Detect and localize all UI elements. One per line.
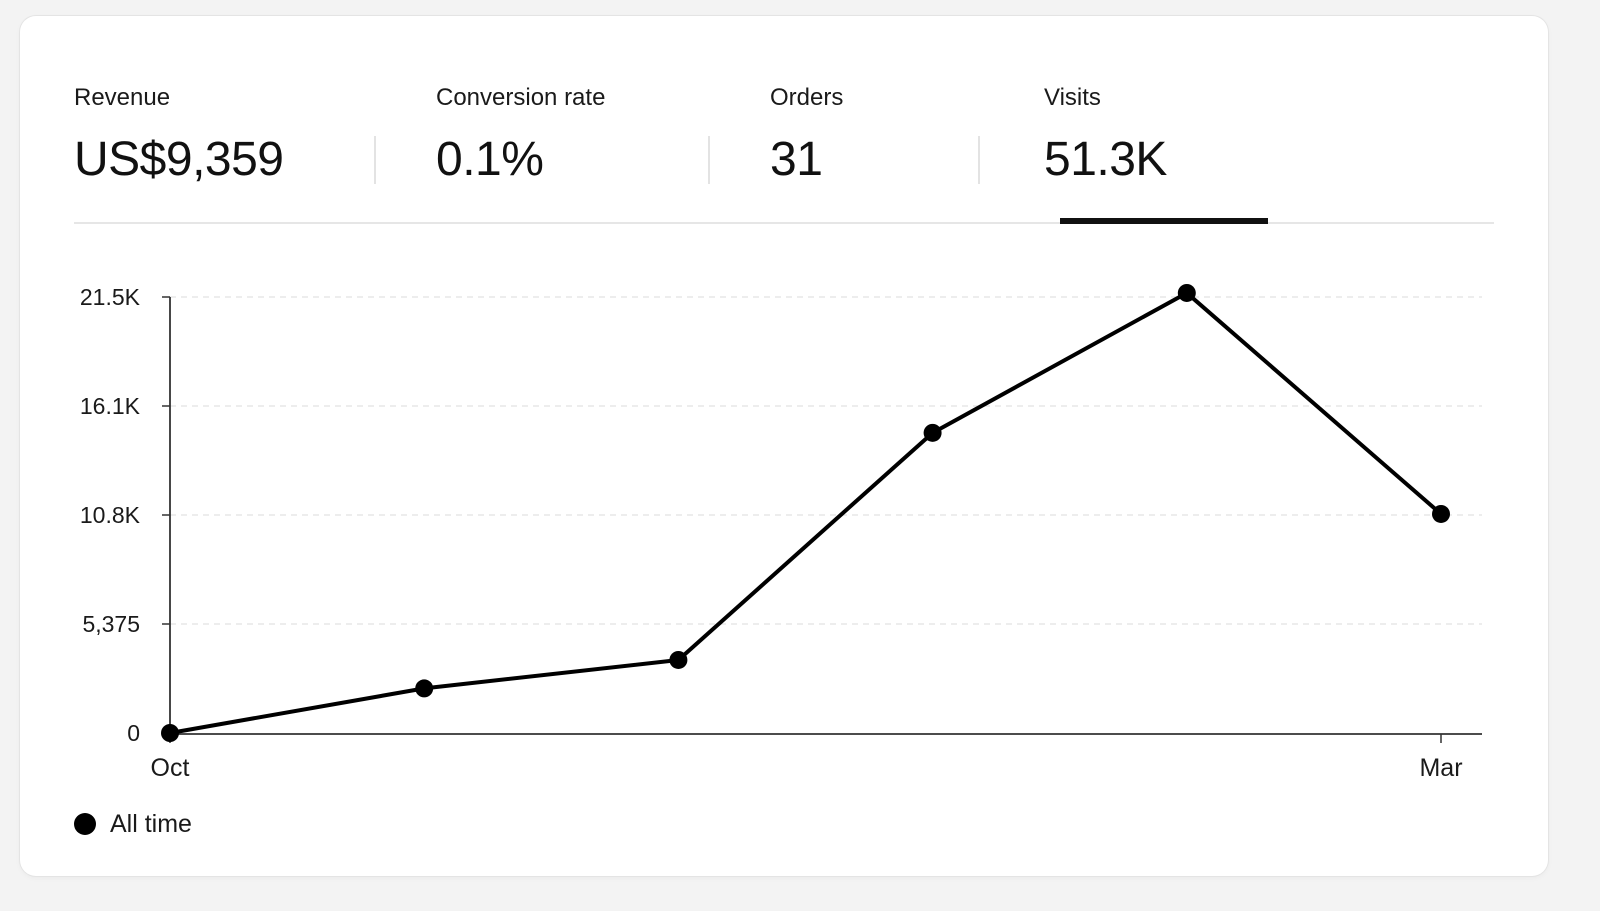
metrics-tabs: Revenue US$9,359 Conversion rate 0.1% Or… — [74, 76, 1494, 224]
data-point — [1432, 504, 1450, 523]
metric-tab-orders[interactable]: Orders 31 — [770, 76, 970, 222]
data-point — [1177, 283, 1196, 302]
y-tick-label: 21.5K — [80, 284, 141, 310]
metric-label: Orders — [770, 84, 844, 111]
metric-divider — [708, 136, 710, 184]
metric-value: 51.3K — [1044, 133, 1167, 186]
y-tick-label: 10.8K — [80, 502, 141, 528]
analytics-card: Revenue US$9,359 Conversion rate 0.1% Or… — [20, 16, 1548, 876]
metric-tab-conversion-rate[interactable]: Conversion rate 0.1% — [436, 76, 706, 222]
data-point — [161, 724, 179, 742]
series-line — [168, 290, 1443, 735]
legend-label: All time — [110, 809, 192, 838]
legend-marker-icon — [74, 813, 96, 835]
metric-value: US$9,359 — [74, 133, 284, 186]
metric-divider — [978, 136, 980, 184]
data-point — [669, 650, 688, 669]
metric-value: 0.1% — [436, 133, 544, 186]
metric-tab-visits[interactable]: Visits 51.3K — [1044, 76, 1284, 222]
metric-value: 31 — [770, 133, 823, 186]
data-point — [415, 679, 434, 698]
metric-label: Revenue — [74, 84, 171, 111]
metric-tab-revenue[interactable]: Revenue US$9,359 — [74, 76, 374, 222]
x-tick-label: Oct — [151, 754, 190, 782]
metric-divider — [374, 136, 376, 184]
y-tick-label: 16.1K — [80, 393, 141, 419]
data-point — [923, 423, 942, 442]
y-tick-label: 0 — [127, 720, 140, 746]
y-tick-label: 5,375 — [82, 611, 140, 637]
active-tab-indicator — [1060, 218, 1268, 224]
visits-line-chart: 0 5,375 10.8K 16.1K 21.5K Oct Mar — [80, 283, 1482, 782]
metric-label: Visits — [1044, 84, 1101, 111]
chart-legend[interactable]: All time — [74, 806, 192, 842]
x-tick-label: Mar — [1419, 754, 1462, 782]
metric-label: Conversion rate — [436, 84, 606, 111]
